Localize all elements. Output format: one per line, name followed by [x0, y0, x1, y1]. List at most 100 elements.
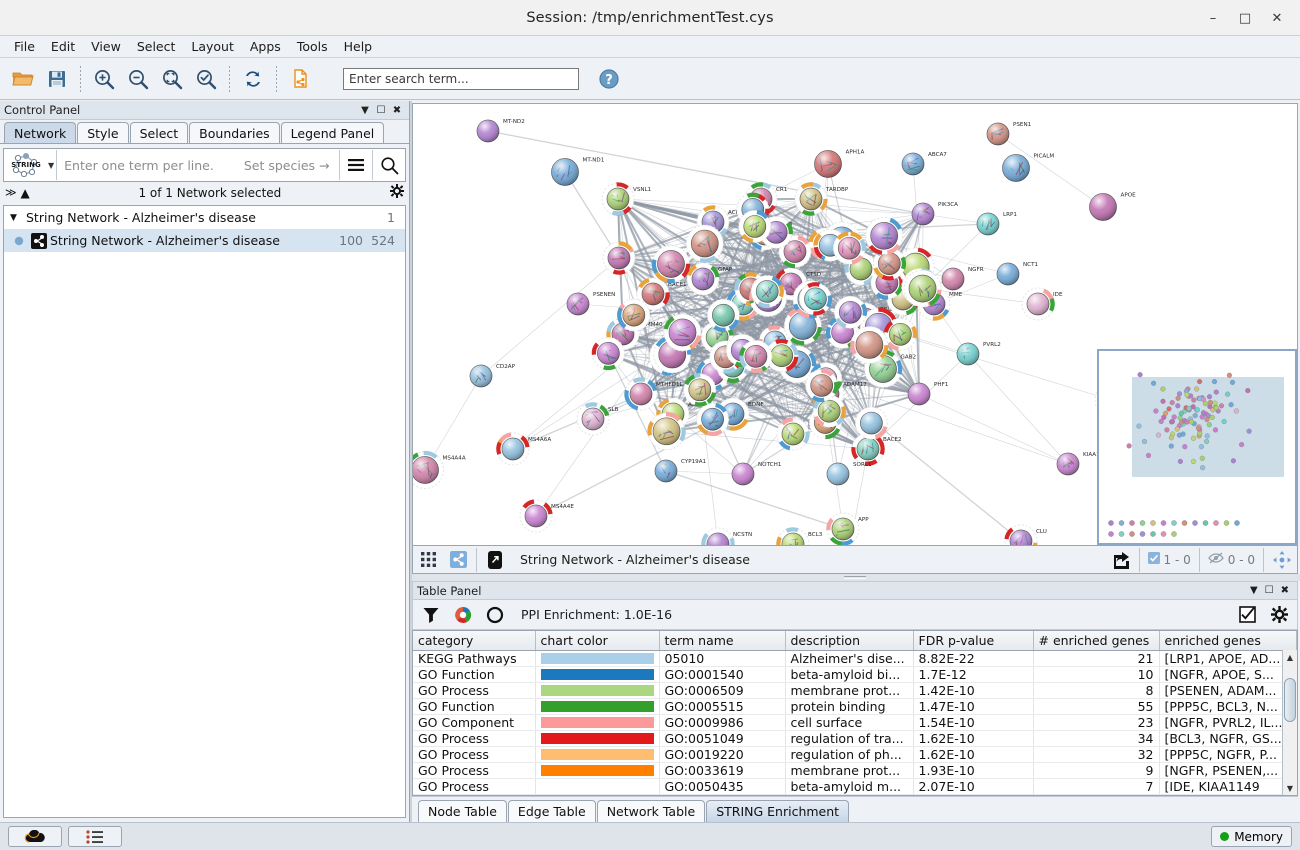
filter-icon[interactable]: [419, 603, 443, 627]
table-settings-gear-icon[interactable]: [1267, 603, 1291, 627]
network-canvas[interactable]: MT-ND2 MT-ND1 VSNL1 CD2AP MS4A4A MS4A6A MS4A4E…: [412, 103, 1298, 547]
task-list-button[interactable]: [68, 826, 122, 847]
zoom-out-icon[interactable]: [121, 62, 155, 96]
menu-view[interactable]: View: [91, 39, 121, 54]
table-row[interactable]: GO Function GO:0001540 beta-amyloid bi... 1…: [413, 666, 1297, 683]
table-row[interactable]: KEGG Pathways 05010 Alzheimer's dise... 8.8…: [413, 650, 1297, 667]
network-tree-root-row[interactable]: ▼ String Network - Alzheimer's disease 1: [4, 206, 405, 229]
control-panel-dropdown-icon[interactable]: ▼: [361, 104, 369, 116]
table-row[interactable]: GO Process GO:0006509 membrane prot... 1.42…: [413, 682, 1297, 699]
hidden-eye-icon[interactable]: [1208, 552, 1224, 567]
scroll-up-arrow-icon[interactable]: ▲: [1286, 652, 1294, 662]
scroll-down-arrow-icon[interactable]: ▼: [1286, 783, 1294, 793]
close-button[interactable]: ✕: [1271, 10, 1283, 26]
set-species-link[interactable]: Set species →: [243, 157, 330, 173]
selected-nodes-indicator[interactable]: 1 - 0: [1143, 552, 1196, 567]
donut-chart-icon[interactable]: [483, 603, 507, 627]
table-panel-float-icon[interactable]: ☐: [1264, 585, 1274, 596]
menu-tools[interactable]: Tools: [296, 39, 328, 54]
hidden-nodes-count: 0 - 0: [1227, 552, 1255, 567]
table-row[interactable]: GO Function GO:0005515 protein binding 1.47…: [413, 698, 1297, 715]
table-row[interactable]: GO Process GO:0033619 membrane prot... 1.93…: [413, 762, 1297, 779]
table-row[interactable]: GO Process GO:0019220 regulation of ph... 1…: [413, 746, 1297, 763]
selected-checkbox-icon[interactable]: [1147, 552, 1160, 567]
string-query-input[interactable]: Enter one term per line. Set species →: [57, 158, 339, 173]
birds-eye-navigator[interactable]: [1097, 349, 1297, 546]
search-input[interactable]: Enter search term...: [343, 67, 579, 90]
menu-help[interactable]: Help: [343, 39, 373, 54]
tab-edge-table[interactable]: Edge Table: [507, 800, 596, 822]
refresh-icon[interactable]: [236, 62, 270, 96]
hidden-nodes-indicator[interactable]: 0 - 0: [1203, 552, 1260, 567]
tab-boundaries[interactable]: Boundaries: [189, 122, 280, 143]
toolbar-separator: [80, 65, 81, 92]
network-share-view-icon[interactable]: [443, 547, 473, 573]
open-folder-icon[interactable]: [6, 62, 40, 96]
col-enriched-count[interactable]: # enriched genes: [1033, 631, 1160, 651]
tab-string-enrichment[interactable]: STRING Enrichment: [706, 800, 850, 822]
zoom-selected-icon[interactable]: [189, 62, 223, 96]
collapse-all-icon[interactable]: ≫: [5, 186, 17, 199]
menu-select[interactable]: Select: [136, 39, 176, 54]
export-view-icon[interactable]: [1106, 547, 1136, 573]
select-all-checkbox-icon[interactable]: [1235, 603, 1259, 627]
tab-network-table[interactable]: Network Table: [596, 800, 706, 822]
tab-node-table[interactable]: Node Table: [418, 800, 507, 822]
cell-fdr: 1.42E-10: [913, 682, 1034, 699]
network-graph[interactable]: MT-ND2 MT-ND1 VSNL1 CD2AP MS4A4A MS4A6A MS4A4E…: [413, 104, 1298, 546]
pan-tool-icon[interactable]: [1267, 547, 1297, 573]
string-options-menu-icon[interactable]: [340, 149, 372, 181]
cloud-status-button[interactable]: [8, 826, 62, 847]
menu-edit[interactable]: Edit: [50, 39, 76, 54]
help-icon[interactable]: ?: [597, 67, 621, 91]
menu-file[interactable]: File: [14, 39, 35, 54]
minimize-button[interactable]: –: [1209, 10, 1217, 26]
col-description[interactable]: description: [785, 631, 914, 651]
cell-term-name: GO:0005515: [659, 698, 786, 715]
col-chart-color[interactable]: chart color: [535, 631, 660, 651]
tab-select[interactable]: Select: [129, 122, 189, 143]
cell-term-name: GO:0033619: [659, 762, 786, 779]
string-search-icon[interactable]: [373, 149, 405, 181]
svg-text:MT-ND2: MT-ND2: [503, 119, 525, 125]
table-row[interactable]: GO Component GO:0009986 cell surface 1.54E-…: [413, 714, 1297, 731]
scrollbar-thumb[interactable]: [1284, 678, 1296, 722]
menu-layout[interactable]: Layout: [191, 39, 234, 54]
tab-network[interactable]: Network: [4, 122, 77, 143]
panel-resize-grip[interactable]: [410, 574, 1300, 581]
table-row[interactable]: GO Process GO:0051049 regulation of tra...…: [413, 730, 1297, 747]
table-panel-dropdown-icon[interactable]: ▼: [1249, 585, 1258, 596]
tab-style[interactable]: Style: [77, 122, 129, 143]
table-row[interactable]: GO Process GO:0050435 beta-amyloid m... 2.0…: [413, 778, 1297, 795]
open-external-view-icon[interactable]: [480, 547, 510, 573]
table-vertical-scrollbar[interactable]: ▲ ▼: [1282, 650, 1297, 795]
tab-legend-panel[interactable]: Legend Panel: [280, 122, 385, 143]
cell-term-name: 05010: [659, 650, 786, 667]
string-species-caret-icon[interactable]: ▼: [48, 160, 55, 170]
chart-color-icon[interactable]: [451, 603, 475, 627]
tree-expand-caret-icon[interactable]: ▼: [10, 212, 17, 223]
memory-status-button[interactable]: Memory: [1211, 826, 1292, 847]
control-panel-float-icon[interactable]: ☐: [376, 104, 386, 116]
zoom-in-icon[interactable]: [87, 62, 121, 96]
string-logo-icon[interactable]: STRING: [4, 149, 48, 181]
grid-layout-icon[interactable]: [413, 547, 443, 573]
panel-splitter[interactable]: [410, 101, 412, 822]
expand-all-icon[interactable]: ▲: [20, 185, 30, 200]
network-settings-gear-icon[interactable]: [390, 184, 404, 201]
save-icon[interactable]: [40, 62, 74, 96]
table-panel-close-icon[interactable]: ✖: [1280, 585, 1289, 596]
zoom-fit-icon[interactable]: [155, 62, 189, 96]
control-panel-close-icon[interactable]: ✖: [392, 104, 402, 116]
col-enriched-genes[interactable]: enriched genes: [1159, 631, 1297, 651]
enrichment-table-wrapper[interactable]: category chart color term name descripti…: [412, 630, 1298, 796]
maximize-button[interactable]: □: [1238, 10, 1252, 26]
menu-apps[interactable]: Apps: [249, 39, 281, 54]
col-fdr-pvalue[interactable]: FDR p-value: [913, 631, 1034, 651]
svg-text:STRING: STRING: [11, 161, 41, 169]
col-term-name[interactable]: term name: [659, 631, 786, 651]
col-category[interactable]: category: [413, 631, 536, 651]
export-network-icon[interactable]: [283, 62, 317, 96]
network-tree[interactable]: ▼ String Network - Alzheimer's disease 1…: [3, 205, 406, 818]
network-tree-child-row[interactable]: String Network - Alzheimer's disease 100…: [4, 229, 405, 252]
